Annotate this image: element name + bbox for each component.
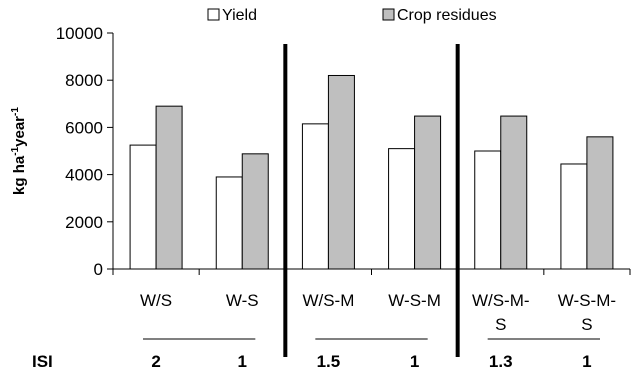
bar-yield-2 xyxy=(301,123,329,270)
legend-label: Crop residues xyxy=(397,7,497,24)
bar-crop-residues-0 xyxy=(155,105,183,270)
x-tick-label: W/S-M- xyxy=(472,291,530,310)
y-tick-label: 8000 xyxy=(65,71,103,90)
isi-value: 1 xyxy=(238,352,247,371)
isi-value: 1.3 xyxy=(489,352,513,371)
x-tick-label: W-S xyxy=(226,291,259,310)
isi-value: 1.5 xyxy=(317,352,341,371)
isi-value: 2 xyxy=(151,352,160,371)
legend-swatch-crop-residues xyxy=(382,8,395,21)
y-tick-label: 0 xyxy=(94,260,103,279)
isi-label: ISI xyxy=(32,352,53,371)
legend-swatch-yield xyxy=(207,8,220,21)
y-axis-label: kg ha-1year-1 xyxy=(10,107,28,195)
x-tick-label: W/S-M xyxy=(302,291,354,310)
bar-yield-3 xyxy=(388,148,416,270)
bar-yield-5 xyxy=(560,163,588,270)
bar-crop-residues-1 xyxy=(241,153,269,270)
bar-yield-1 xyxy=(215,176,243,270)
bar-crop-residues-2 xyxy=(327,74,355,270)
x-tick-label: W-S-M- xyxy=(558,291,616,310)
bar-yield-4 xyxy=(474,150,502,270)
x-tick-label: W-S-M xyxy=(388,291,441,310)
isi-value: 1 xyxy=(410,352,419,371)
isi-value: 1 xyxy=(582,352,591,371)
bar-yield-0 xyxy=(129,144,157,270)
x-tick-label: S xyxy=(581,315,592,334)
bar-crop-residues-5 xyxy=(586,136,614,270)
y-tick-label: 10000 xyxy=(56,24,103,43)
y-tick-label: 6000 xyxy=(65,118,103,137)
x-tick-label: W/S xyxy=(140,291,172,310)
bar-crop-residues-4 xyxy=(500,115,528,270)
legend-label: Yield xyxy=(222,7,257,24)
y-tick-label: 4000 xyxy=(65,166,103,185)
bar-crop-residues-3 xyxy=(414,115,442,270)
x-tick-label: S xyxy=(495,315,506,334)
y-tick-label: 2000 xyxy=(65,213,103,232)
